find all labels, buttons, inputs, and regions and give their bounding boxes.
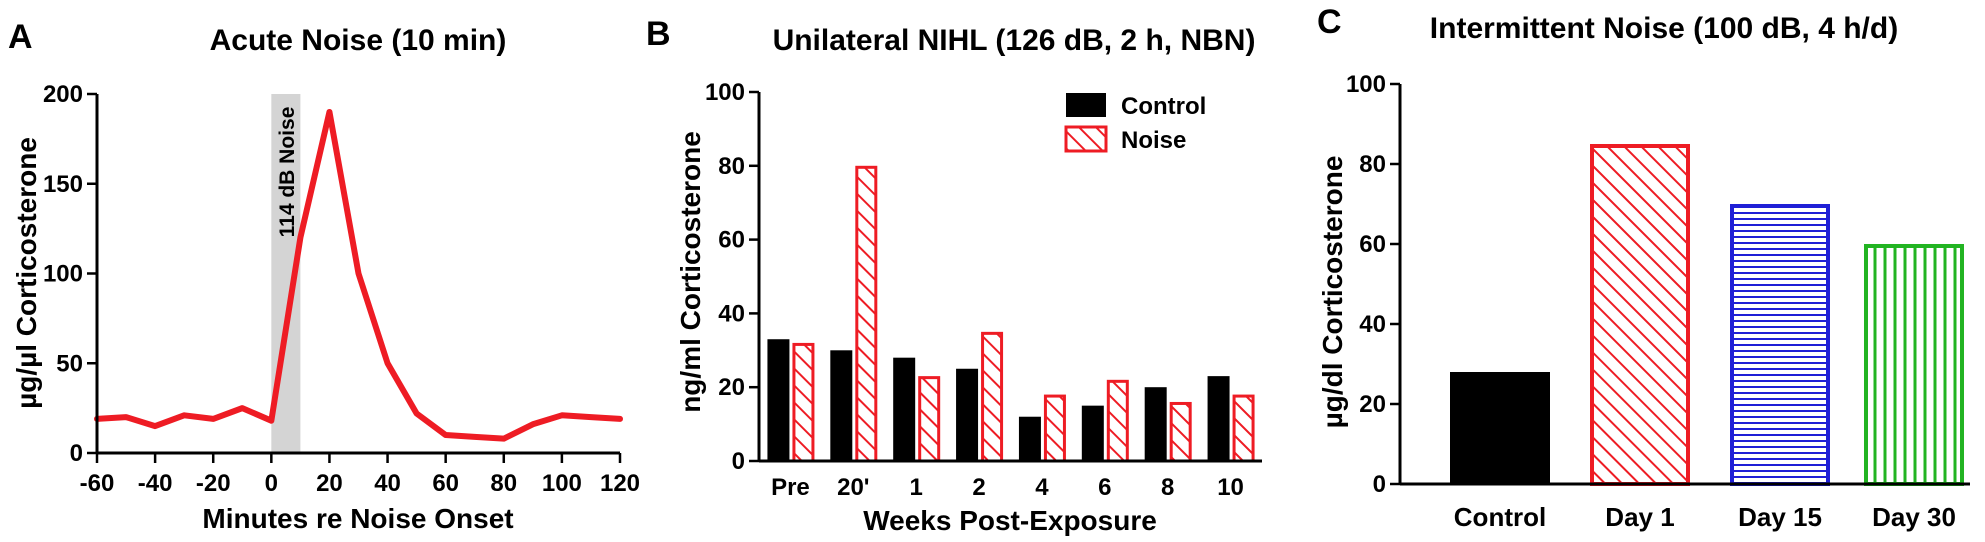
panel-c-y-tick-label: 0 bbox=[1373, 471, 1386, 498]
bar-control bbox=[767, 339, 790, 461]
panel-c-category-label: Day 1 bbox=[1605, 502, 1674, 532]
bar-control bbox=[1081, 405, 1104, 461]
panel-c-category-label: Control bbox=[1454, 502, 1546, 532]
bar-noise bbox=[1169, 401, 1192, 463]
panel-b-y-label: ng/ml Corticosterone bbox=[675, 131, 706, 413]
legend-swatch-control bbox=[1066, 93, 1106, 117]
panel-b: B Unilateral NIHL (126 dB, 2 h, NBN) 020… bbox=[646, 15, 1262, 536]
panel-b-category-label: 20' bbox=[837, 474, 869, 501]
panel-b-y-tick-label: 80 bbox=[718, 153, 745, 180]
panel-b-letter: B bbox=[646, 15, 671, 53]
panel-b-y-tick-label: 60 bbox=[718, 227, 745, 254]
panel-c-y-tick-label: 60 bbox=[1359, 231, 1386, 258]
panel-c-category-labels: Control Day 1 Day 15 Day 30 bbox=[1454, 502, 1956, 532]
panel-b-y-tick-label: 0 bbox=[732, 448, 745, 475]
panel-b-category-label: 10 bbox=[1217, 474, 1244, 501]
panel-a: A Acute Noise (10 min) 114 dB Noise 0 50 1… bbox=[8, 18, 640, 534]
panel-a-y-tick-label: 0 bbox=[70, 440, 83, 467]
panel-a-x-tick-label: 120 bbox=[600, 470, 640, 497]
panel-b-y-tick-label: 100 bbox=[705, 79, 745, 106]
panel-a-y-tick-label: 50 bbox=[56, 350, 83, 377]
bar-noise bbox=[981, 331, 1004, 463]
bar-noise bbox=[1232, 394, 1255, 463]
panel-b-category-label: 8 bbox=[1161, 474, 1174, 501]
bar-noise bbox=[1043, 394, 1066, 463]
panel-c-y-ticks: 0 20 40 60 80 100 bbox=[1346, 71, 1400, 498]
bar-control bbox=[1450, 372, 1550, 484]
panel-b-y-ticks: 0 20 40 60 80 100 bbox=[705, 79, 759, 475]
panel-c-letter: C bbox=[1317, 3, 1342, 41]
panel-c: C Intermittent Noise (100 dB, 4 h/d) 0 20… bbox=[1317, 3, 1970, 532]
panel-b-title: Unilateral NIHL (126 dB, 2 h, NBN) bbox=[773, 24, 1256, 57]
bar-control bbox=[893, 357, 916, 461]
panel-c-category-label: Day 30 bbox=[1872, 502, 1956, 532]
panel-a-y-tick-label: 100 bbox=[43, 261, 83, 288]
panel-b-legend: Control Noise bbox=[1064, 93, 1206, 154]
panel-b-category-label: 2 bbox=[972, 474, 985, 501]
panel-c-y-tick-label: 40 bbox=[1359, 311, 1386, 338]
bar-control bbox=[1018, 416, 1041, 461]
panel-a-x-tick-label: -60 bbox=[80, 470, 115, 497]
panel-c-bars bbox=[1450, 144, 1964, 486]
panel-b-x-label: Weeks Post-Exposure bbox=[863, 505, 1157, 536]
panel-b-y-tick-label: 40 bbox=[718, 300, 745, 327]
panel-b-category-label: 6 bbox=[1098, 474, 1111, 501]
panel-a-y-ticks: 0 50 100 150 200 bbox=[43, 81, 97, 467]
bar-control bbox=[956, 368, 979, 461]
panel-c-y-tick-label: 20 bbox=[1359, 391, 1386, 418]
panel-a-title: Acute Noise (10 min) bbox=[210, 24, 507, 57]
bar-noise bbox=[855, 165, 878, 463]
panel-c-y-label: µg/dl Corticosterone bbox=[1317, 156, 1348, 429]
bar-day-30 bbox=[1864, 244, 1964, 486]
panel-a-x-tick-label: 80 bbox=[490, 470, 517, 497]
legend-swatch-noise bbox=[1064, 125, 1108, 153]
panel-a-x-tick-label: 60 bbox=[432, 470, 459, 497]
panel-b-bars bbox=[767, 165, 1255, 463]
panel-a-noise-label: 114 dB Noise bbox=[276, 107, 299, 238]
bar-noise bbox=[1106, 379, 1129, 463]
panel-a-y-label: µg/µl Corticosterone bbox=[11, 137, 42, 409]
panel-c-title: Intermittent Noise (100 dB, 4 h/d) bbox=[1430, 12, 1898, 45]
panel-a-y-tick-label: 200 bbox=[43, 81, 83, 108]
panel-c-y-tick-label: 80 bbox=[1359, 151, 1386, 178]
bar-noise bbox=[792, 342, 815, 463]
panel-a-x-tick-label: 40 bbox=[374, 470, 401, 497]
panel-a-x-tick-label: 20 bbox=[316, 470, 343, 497]
panel-a-y-tick-label: 150 bbox=[43, 171, 83, 198]
panel-a-x-tick-label: -20 bbox=[196, 470, 231, 497]
panel-a-x-tick-label: -40 bbox=[138, 470, 173, 497]
panel-a-x-ticks: -60 -40 -20 0 20 40 60 80 100 120 bbox=[80, 453, 640, 497]
legend-label-noise: Noise bbox=[1121, 127, 1186, 154]
panel-c-y-tick-label: 100 bbox=[1346, 71, 1386, 98]
panel-b-category-label: 4 bbox=[1035, 474, 1049, 501]
panel-b-y-tick-label: 20 bbox=[718, 374, 745, 401]
legend-label-control: Control bbox=[1121, 93, 1206, 120]
panel-a-x-label: Minutes re Noise Onset bbox=[202, 503, 513, 534]
bar-control bbox=[1144, 387, 1167, 461]
bar-control bbox=[1207, 376, 1230, 461]
panel-a-letter: A bbox=[8, 18, 33, 56]
bar-control bbox=[830, 350, 853, 461]
panel-b-category-label: 1 bbox=[910, 474, 923, 501]
panel-b-category-label: Pre bbox=[771, 474, 810, 501]
bar-noise bbox=[918, 376, 941, 463]
panel-b-category-labels: Pre 20' 1 2 4 6 8 10 bbox=[771, 474, 1244, 501]
panel-a-series-line bbox=[94, 108, 623, 442]
panel-a-x-tick-label: 0 bbox=[265, 470, 278, 497]
panel-c-category-label: Day 15 bbox=[1738, 502, 1822, 532]
panel-a-x-tick-label: 100 bbox=[542, 470, 582, 497]
bar-day-1 bbox=[1590, 144, 1690, 486]
bar-day-15 bbox=[1730, 204, 1830, 486]
